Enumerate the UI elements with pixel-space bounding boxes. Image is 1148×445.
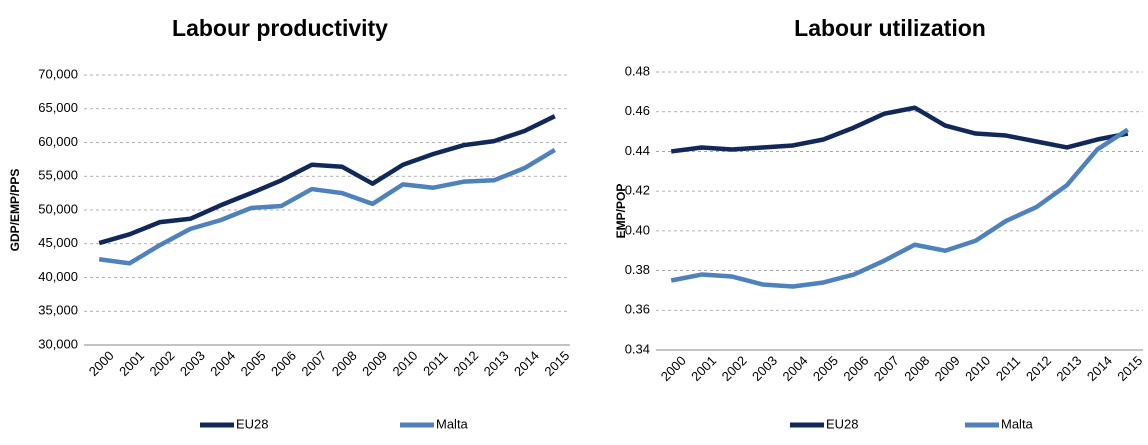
y-tick-label: 70,000 [38,66,78,81]
legend-label: Malta [1001,416,1034,431]
x-tick-label: 2008 [329,348,360,379]
y-tick-label: 0.42 [625,183,650,198]
x-tick-label: 2003 [749,353,780,384]
y-tick-label: 60,000 [38,134,78,149]
y-tick-label: 45,000 [38,235,78,250]
x-tick-label: 2012 [450,348,481,379]
y-tick-label: 0.38 [625,262,650,277]
x-tick-label: 2008 [901,353,932,384]
x-tick-label: 2007 [298,348,329,379]
x-tick-label: 2015 [541,348,572,379]
x-tick-label: 2005 [810,353,841,384]
x-tick-label: 2013 [1053,353,1084,384]
x-tick-label: 2001 [116,348,147,379]
x-tick-label: 2014 [1084,353,1115,384]
x-tick-label: 2004 [207,348,238,379]
x-tick-label: 2002 [146,348,177,379]
y-tick-label: 0.46 [625,103,650,118]
x-tick-label: 2002 [719,353,750,384]
x-tick-label: 2003 [177,348,208,379]
chart-title: Labour utilization [794,15,986,41]
x-tick-label: 2011 [993,353,1023,383]
y-tick-label: 0.44 [625,143,650,158]
x-tick-label: 2006 [840,353,871,384]
x-tick-label: 2009 [359,348,390,379]
y-tick-label: 35,000 [38,303,78,318]
y-tick-label: 40,000 [38,269,78,284]
x-tick-label: 2000 [658,353,689,384]
series-line [98,114,556,246]
x-tick-label: 2004 [780,353,811,384]
x-tick-label: 2000 [86,348,117,379]
y-tick-label: 0.48 [625,63,650,78]
y-axis-label: EMP/POP [614,184,628,239]
x-tick-label: 2010 [962,353,993,384]
y-tick-label: 0.36 [625,302,650,317]
x-tick-label: 2005 [238,348,269,379]
y-tick-label: 30,000 [38,336,78,351]
x-tick-label: 2007 [871,353,902,384]
x-tick-label: 2006 [268,348,299,379]
x-tick-label: 2010 [389,348,420,379]
y-tick-label: 50,000 [38,201,78,216]
y-tick-label: 55,000 [38,168,78,183]
x-tick-label: 2015 [1114,353,1145,384]
series-line [670,127,1130,289]
x-tick-label: 2012 [1023,353,1054,384]
series-line [670,105,1129,154]
y-tick-label: 0.34 [625,341,650,356]
chart-title: Labour productivity [172,15,388,41]
legend-label: EU28 [826,416,859,431]
x-tick-label: 2001 [688,353,719,384]
legend-label: Malta [436,416,469,431]
legend-label: EU28 [236,416,269,431]
y-axis-label: GDP/EMP/PPS [8,169,22,252]
series-line [98,147,556,266]
x-tick-label: 2009 [932,353,963,384]
x-tick-label: 2013 [481,348,512,379]
x-tick-label: 2014 [511,348,542,379]
y-tick-label: 0.40 [625,222,650,237]
x-tick-label: 2011 [420,348,450,378]
y-tick-label: 65,000 [38,100,78,115]
